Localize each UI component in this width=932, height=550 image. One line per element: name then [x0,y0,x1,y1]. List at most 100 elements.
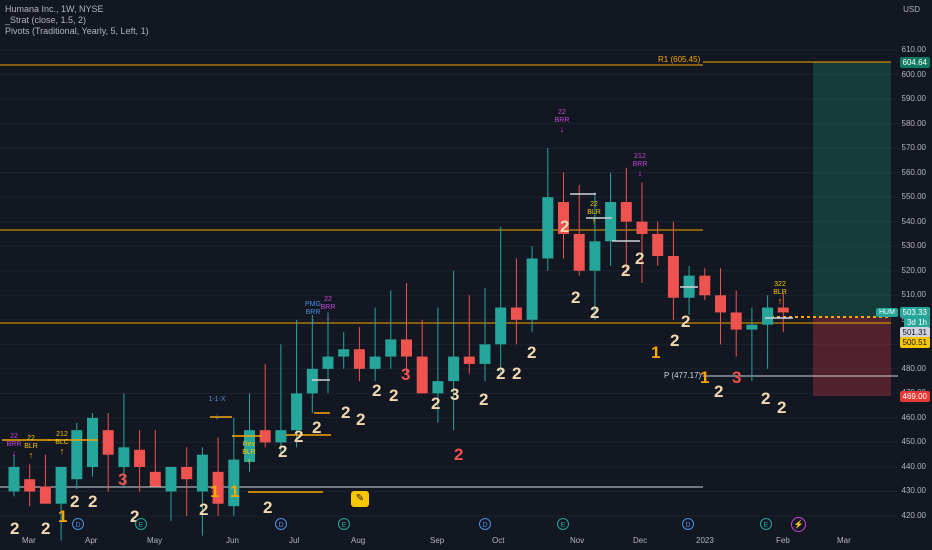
earnings-badge[interactable] [760,518,772,530]
badge-letter: D [685,522,690,529]
candle-body[interactable] [134,449,146,467]
strat-label: 2 [761,389,770,408]
candle-body[interactable] [746,324,758,330]
candle-body[interactable] [558,202,569,234]
price-tick: 450.00 [901,437,926,447]
candle-body[interactable] [385,339,397,357]
signal-label: 22 [10,433,18,440]
candle-body[interactable] [463,356,475,364]
candle-body[interactable] [338,349,350,357]
candle-body[interactable] [730,312,742,330]
candle-body[interactable] [8,466,20,492]
pivots-indicator-label[interactable]: Pivots (Traditional, Yearly, 5, Left, 1) [5,26,149,36]
candle-body[interactable] [652,233,664,257]
candle-body[interactable] [322,356,334,369]
candle-body[interactable] [102,430,114,455]
candle-body[interactable] [479,344,491,364]
candle-body[interactable] [228,459,240,507]
candle-body[interactable] [196,454,208,492]
candle-body[interactable] [432,381,444,394]
strat-label: 2 [263,498,272,517]
bid-price-tag: 501.31 [899,327,930,338]
strat-label: 2 [312,418,321,437]
candle-body[interactable] [291,393,303,431]
strat-label: 3 [732,368,741,387]
candle-body[interactable] [71,430,83,480]
strat-label: 3 [401,365,410,384]
price-tick: 420.00 [901,511,926,520]
dividend-badge[interactable] [275,518,287,530]
price-tick: 610.00 [901,45,926,54]
strat-label: 2 [681,312,690,331]
candle-body[interactable] [620,202,632,222]
candle-body[interactable] [181,466,193,480]
earnings-badge[interactable] [135,518,147,530]
candle-body[interactable] [212,471,224,504]
strat-label: 1 [230,482,239,501]
dividend-badge[interactable] [682,518,694,530]
strat-label: 2 [454,445,463,464]
candle-body[interactable] [149,471,161,487]
strat-label: 2 [635,249,644,268]
candle-body[interactable] [573,233,585,271]
candle-body[interactable] [510,307,522,320]
candle-body[interactable] [401,339,412,357]
candle-body[interactable] [165,466,177,492]
candle-body[interactable] [526,258,538,320]
candle-body[interactable] [448,356,460,382]
signal-label: 22 [558,109,566,116]
earnings-badge[interactable] [557,518,569,530]
symbol-tag: HUM [876,308,898,317]
signal-label: BLR [242,449,256,456]
dividend-badge[interactable] [479,518,491,530]
signal-label: BLC [55,439,69,446]
candle-body[interactable] [605,202,617,242]
price-tick: 570.00 [901,143,926,153]
symbol-title[interactable]: Humana Inc., 1W, NYSE [5,4,104,14]
candle-body[interactable] [416,356,428,394]
time-tick: Dec [633,536,648,545]
signal-label: BRR [306,309,321,316]
candle-body[interactable] [118,447,130,467]
candle-body[interactable] [699,275,711,296]
candle-body[interactable] [24,479,36,492]
strat-label: 2 [496,364,505,383]
strat-label: 2 [621,261,630,280]
candle-body[interactable] [369,356,381,369]
candle-body[interactable] [259,430,271,443]
candle-body[interactable] [589,241,601,271]
candle-body[interactable] [55,466,67,504]
strat-label: 2 [714,382,723,401]
candle-body[interactable] [715,295,726,313]
flash-icon[interactable]: ⚡ [791,517,806,532]
earnings-badge[interactable] [338,518,350,530]
badge-letter: E [342,522,347,529]
candle-body[interactable] [39,486,51,504]
candle-body[interactable] [636,221,648,234]
signal-label: BLR [24,443,38,450]
signal-label: Rev [243,441,256,448]
target-price-tag: 604.64 [899,57,930,68]
badge-letter: D [278,522,283,529]
candle-body[interactable] [542,197,554,259]
candle-body[interactable] [353,349,365,369]
target-zone[interactable] [813,62,891,317]
candle-body[interactable] [87,417,98,467]
candle-body[interactable] [777,307,789,313]
strat-label: 2 [70,492,79,511]
candle-body[interactable] [244,430,255,463]
stop-zone[interactable] [813,317,891,396]
candle-body[interactable] [667,256,679,298]
time-tick: Jun [226,536,239,545]
candle-body[interactable] [762,307,774,325]
alert-icon[interactable]: ✎ [351,491,369,507]
signal-label: BRR [555,117,570,124]
candle-body[interactable] [275,430,287,443]
candle-body[interactable] [495,307,507,345]
signal-label: 22 [27,435,35,442]
dividend-badge[interactable] [72,518,84,530]
strat-indicator-label[interactable]: _Strat (close, 1.5, 2) [5,15,87,25]
candle-body[interactable] [306,368,318,394]
